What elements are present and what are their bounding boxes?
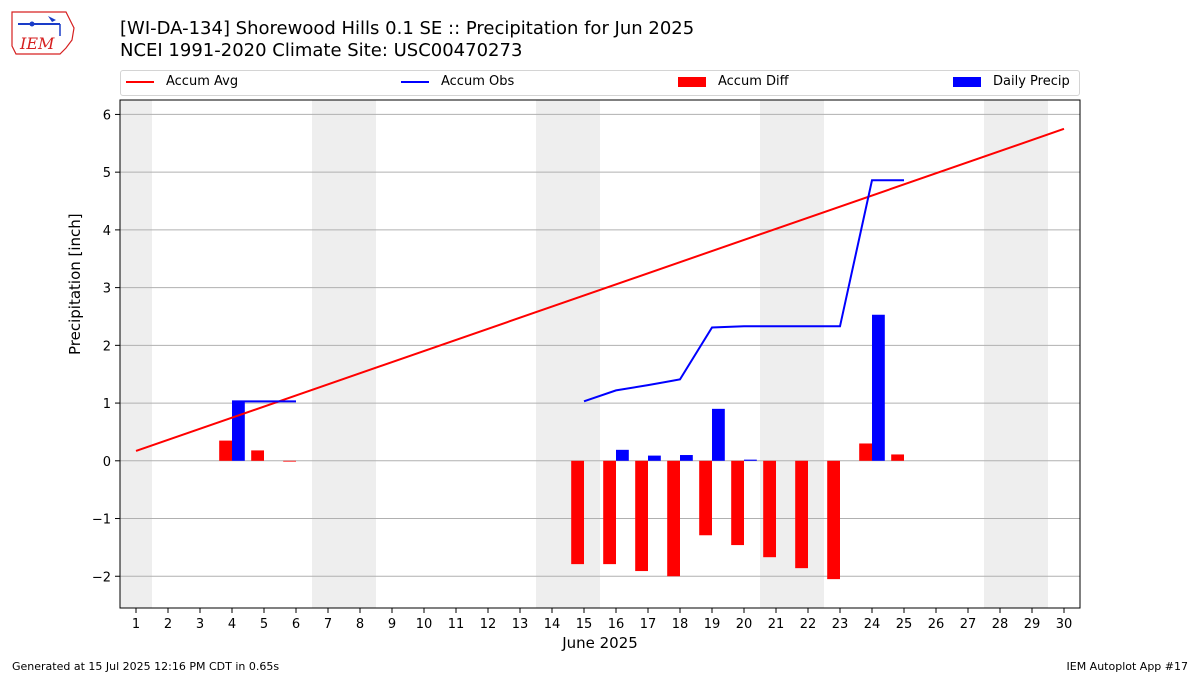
daily-precip-bar bbox=[872, 314, 885, 461]
x-tick-label: 9 bbox=[388, 617, 396, 632]
accum-diff-bar bbox=[667, 460, 680, 577]
daily-precip-bar bbox=[232, 401, 245, 461]
y-tick-label: 1 bbox=[103, 397, 111, 412]
y-tick-label: −2 bbox=[92, 570, 111, 585]
weekend-shade bbox=[536, 100, 600, 608]
y-tick-label: 5 bbox=[103, 166, 111, 181]
weekend-shade bbox=[984, 100, 1048, 608]
accum-diff-bar bbox=[251, 450, 264, 461]
x-tick-label: 16 bbox=[608, 617, 625, 632]
legend-label: Daily Precip bbox=[993, 74, 1070, 89]
daily-precip-bar bbox=[616, 449, 629, 461]
x-tick-label: 25 bbox=[896, 617, 913, 632]
x-tick-label: 2 bbox=[164, 617, 172, 632]
x-tick-label: 18 bbox=[672, 617, 689, 632]
legend-swatch-line-red bbox=[126, 80, 154, 83]
accum-obs-line bbox=[583, 179, 904, 403]
x-tick-label: 3 bbox=[196, 617, 204, 632]
y-axis-label: Precipitation [inch] bbox=[66, 213, 84, 355]
x-tick-label: 26 bbox=[928, 617, 945, 632]
x-axis-label-wrap: June 2025 bbox=[0, 634, 1200, 652]
logo-text: IEM bbox=[19, 34, 55, 53]
accum-avg-line bbox=[135, 127, 1065, 452]
x-tick-label: 8 bbox=[356, 617, 364, 632]
accum-diff-bar bbox=[571, 460, 584, 565]
daily-precip-bar bbox=[744, 459, 757, 461]
x-tick-label: 13 bbox=[512, 617, 529, 632]
x-tick-label: 5 bbox=[260, 617, 268, 632]
accum-diff-bar bbox=[763, 460, 776, 558]
accum-diff-bar bbox=[731, 460, 744, 546]
x-tick-label: 4 bbox=[228, 617, 236, 632]
weekend-shade bbox=[120, 100, 152, 608]
x-tick-label: 6 bbox=[292, 617, 300, 632]
x-tick-label: 11 bbox=[448, 617, 465, 632]
x-tick-label: 17 bbox=[640, 617, 657, 632]
x-tick-label: 20 bbox=[736, 617, 753, 632]
legend-item-accum-obs: Accum Obs bbox=[401, 74, 514, 89]
daily-precip-bar bbox=[712, 408, 725, 461]
y-tick-label: 4 bbox=[103, 224, 111, 239]
legend-item-daily-precip: Daily Precip bbox=[953, 74, 1070, 89]
accum-diff-bar bbox=[219, 440, 232, 461]
accum-diff-bar bbox=[635, 460, 648, 572]
accum-diff-bar bbox=[859, 443, 872, 461]
x-tick-label: 10 bbox=[416, 617, 433, 632]
accum-diff-bar bbox=[283, 460, 296, 462]
legend-label: Accum Diff bbox=[718, 74, 789, 89]
x-tick-label: 12 bbox=[480, 617, 497, 632]
x-tick-label: 30 bbox=[1056, 617, 1073, 632]
accum-diff-bar bbox=[827, 460, 840, 580]
x-tick-label: 28 bbox=[992, 617, 1009, 632]
x-tick-label: 21 bbox=[768, 617, 785, 632]
x-tick-label: 19 bbox=[704, 617, 721, 632]
x-tick-label: 1 bbox=[132, 617, 140, 632]
iowa-map-icon: IEM bbox=[11, 11, 75, 55]
legend-label: Accum Avg bbox=[166, 74, 239, 89]
x-tick-label: 15 bbox=[576, 617, 593, 632]
chart-subtitle: NCEI 1991-2020 Climate Site: USC00470273 bbox=[120, 40, 523, 61]
x-tick-label: 23 bbox=[832, 617, 849, 632]
x-tick-label: 22 bbox=[800, 617, 817, 632]
y-tick-label: 2 bbox=[103, 339, 111, 354]
accum-diff-bar bbox=[603, 460, 616, 565]
plot-frame bbox=[119, 99, 1081, 609]
daily-precip-bar bbox=[680, 455, 693, 461]
legend-swatch-line-blue bbox=[401, 80, 429, 83]
legend-label: Accum Obs bbox=[441, 74, 515, 89]
legend: Accum Avg Accum Obs Accum Diff Daily Pre… bbox=[120, 70, 1080, 96]
y-tick-label: −1 bbox=[92, 513, 111, 528]
legend-swatch-bar-blue bbox=[953, 76, 981, 87]
accum-diff-bar bbox=[795, 460, 808, 569]
weekend-shade bbox=[312, 100, 376, 608]
iem-logo: IEM bbox=[8, 6, 80, 58]
footer-app: IEM Autoplot App #17 bbox=[1066, 660, 1189, 673]
x-tick-label: 29 bbox=[1024, 617, 1041, 632]
x-tick-label: 24 bbox=[864, 617, 881, 632]
y-tick-label: 3 bbox=[103, 282, 111, 297]
legend-item-accum-diff: Accum Diff bbox=[678, 74, 789, 89]
chart-title: [WI-DA-134] Shorewood Hills 0.1 SE :: Pr… bbox=[120, 18, 695, 39]
x-tick-label: 14 bbox=[544, 617, 561, 632]
x-tick-label: 7 bbox=[324, 617, 332, 632]
y-tick-label: 6 bbox=[103, 108, 111, 123]
y-tick-label: 0 bbox=[103, 455, 111, 470]
footer-generated: Generated at 15 Jul 2025 12:16 PM CDT in… bbox=[12, 660, 280, 673]
daily-precip-bar bbox=[648, 455, 661, 461]
legend-swatch-bar-red bbox=[678, 76, 706, 87]
accum-diff-bar bbox=[699, 460, 712, 536]
legend-item-accum-avg: Accum Avg bbox=[126, 74, 238, 89]
x-tick-label: 27 bbox=[960, 617, 977, 632]
x-axis-label: June 2025 bbox=[562, 634, 638, 652]
accum-diff-bar bbox=[891, 454, 904, 461]
